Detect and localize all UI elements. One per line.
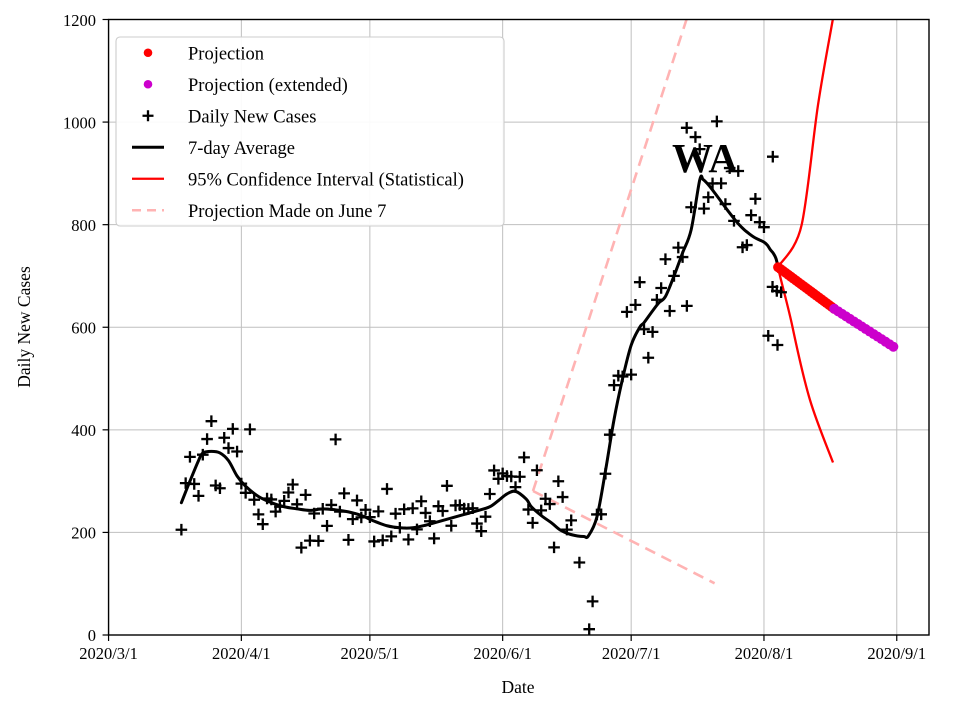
svg-text:Daily New Cases: Daily New Cases xyxy=(188,108,316,128)
svg-text:Daily New Cases: Daily New Cases xyxy=(14,266,34,388)
svg-text:800: 800 xyxy=(71,216,96,235)
svg-text:2020/6/1: 2020/6/1 xyxy=(473,644,532,663)
svg-text:Projection: Projection xyxy=(188,45,264,65)
svg-text:2020/5/1: 2020/5/1 xyxy=(341,644,400,663)
svg-text:1000: 1000 xyxy=(63,113,96,132)
svg-text:600: 600 xyxy=(71,319,96,338)
svg-text:2020/8/1: 2020/8/1 xyxy=(735,644,794,663)
svg-text:1200: 1200 xyxy=(63,11,96,30)
svg-text:95% Confidence Interval (Stati: 95% Confidence Interval (Statistical) xyxy=(188,171,464,191)
svg-text:Date: Date xyxy=(501,677,534,697)
svg-text:0: 0 xyxy=(88,626,96,645)
svg-text:2020/7/1: 2020/7/1 xyxy=(602,644,661,663)
svg-text:400: 400 xyxy=(71,421,96,440)
svg-text:Projection (extended): Projection (extended) xyxy=(188,76,348,96)
svg-text:Projection Made on June 7: Projection Made on June 7 xyxy=(188,202,386,222)
svg-text:2020/9/1: 2020/9/1 xyxy=(867,644,926,663)
svg-text:WA: WA xyxy=(672,135,738,181)
svg-text:200: 200 xyxy=(71,524,96,543)
svg-text:7-day Average: 7-day Average xyxy=(188,139,295,159)
svg-text:2020/4/1: 2020/4/1 xyxy=(212,644,271,663)
svg-text:2020/3/1: 2020/3/1 xyxy=(79,644,138,663)
